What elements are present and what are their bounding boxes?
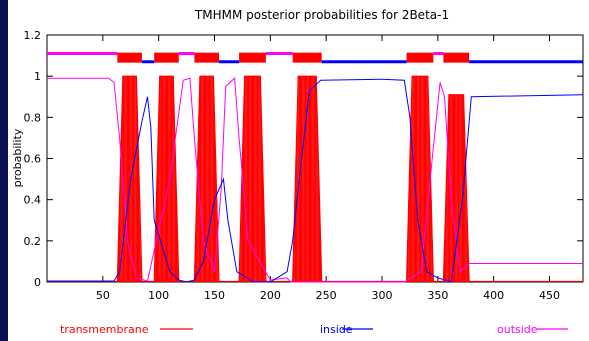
track-transmembrane-block (443, 52, 470, 63)
track-transmembrane-block (239, 52, 266, 63)
transmembrane-peak (405, 75, 434, 283)
legend: transmembrane inside outside (60, 323, 568, 336)
track-transmembrane-block (117, 52, 142, 63)
x-tick-label: 50 (96, 289, 110, 302)
y-tick-label: 0 (34, 276, 41, 289)
track-transmembrane-block (406, 52, 434, 63)
y-tick-label: 0.4 (24, 194, 42, 207)
x-tick-label: 450 (539, 289, 560, 302)
y-tick-label: 1 (34, 70, 41, 83)
chart-title: TMHMM posterior probabilities for 2Beta-… (194, 8, 449, 22)
transmembrane-outline (238, 75, 267, 283)
y-tick-label: 0.8 (24, 111, 42, 124)
transmembrane-outline (292, 75, 323, 283)
x-tick-label: 400 (483, 289, 504, 302)
inside-series-line (47, 78, 584, 283)
x-tick-label: 150 (204, 289, 225, 302)
transmembrane-outline (193, 75, 220, 283)
x-tick-label: 250 (316, 289, 337, 302)
y-axis-label: probability (11, 128, 24, 187)
transmembrane-peak (292, 75, 323, 283)
plot-area: 0 0.2 0.4 0.6 0.8 1 1.2 50 100 150 200 250 300 350 400… (24, 29, 584, 302)
legend-label-outside: outside (497, 323, 538, 336)
track-transmembrane-block (194, 52, 219, 63)
x-tick-label: 300 (372, 289, 393, 302)
transmembrane-outline (153, 75, 180, 283)
y-tick-label: 0.6 (24, 153, 42, 166)
legend-label-inside: inside (320, 323, 353, 336)
outside-series-line (47, 77, 583, 283)
x-tick-label: 200 (260, 289, 281, 302)
left-border-band (0, 0, 8, 341)
transmembrane-outline (442, 94, 470, 283)
legend-label-transmembrane: transmembrane (60, 323, 149, 336)
transmembrane-peak (442, 94, 470, 283)
track-transmembrane-block (154, 52, 179, 63)
transmembrane-outline (116, 75, 143, 283)
x-tick-label: 350 (427, 289, 448, 302)
transmembrane-peak (153, 75, 180, 283)
transmembrane-peak (238, 75, 267, 283)
x-tick-label: 100 (148, 289, 169, 302)
track-transmembrane-block (292, 52, 322, 63)
y-tick-label: 0.2 (24, 235, 42, 248)
y-tick-label: 1.2 (24, 29, 42, 42)
